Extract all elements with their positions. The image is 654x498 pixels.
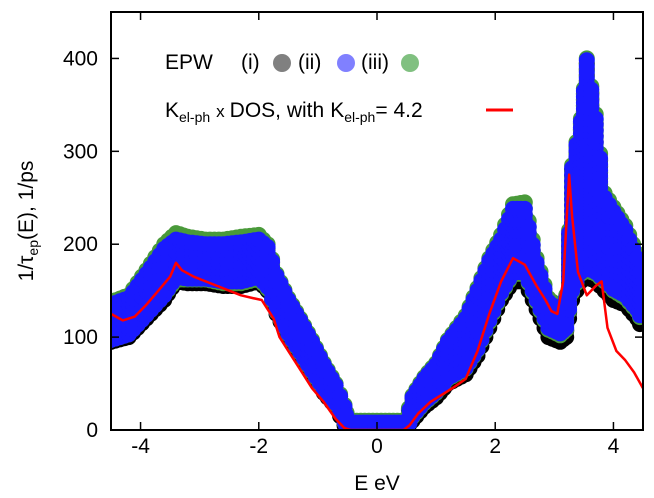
legend-k2-subscript: el-ph [344, 109, 375, 125]
legend-dos-text: DOS, with [230, 99, 325, 122]
scatter-point [532, 267, 549, 284]
scatter-point [524, 236, 541, 253]
scatter-point [592, 150, 609, 167]
legend-k2-symbol: K [330, 99, 344, 122]
x-tick-label: 4 [608, 435, 620, 458]
x-axis-title: E eV [354, 472, 400, 495]
x-tick-label: -2 [249, 435, 268, 458]
legend: EPW (i) (ii) (iii) Kel-ph x DOS, with Kel-p… [165, 51, 513, 125]
legend-times: x [216, 102, 225, 121]
ticks-layer: -4 -2 0 2 4 0 100 200 300 400 [63, 12, 643, 458]
y-tick-label: 100 [63, 326, 98, 349]
data-layer [111, 50, 643, 430]
legend-item-iii-dot [401, 54, 419, 72]
scatter-point [632, 264, 643, 281]
legend-k-subscript: el-ph [179, 109, 210, 125]
plot-frame [110, 11, 644, 431]
legend-item-iii-label: (iii) [361, 51, 389, 74]
x-tick-label: 2 [489, 435, 501, 458]
y-axis-title: 1/τep(E), 1/ps [15, 161, 41, 282]
y-tick-label: 300 [63, 140, 98, 163]
scatter-point [259, 239, 276, 255]
scatter-point [264, 253, 281, 270]
legend-item-i-label: (i) [241, 51, 260, 74]
scatter-point [520, 218, 537, 235]
scatter-point [516, 200, 533, 217]
scatter-point [587, 110, 604, 127]
scatter-point [528, 254, 545, 271]
x-tick-label: -4 [131, 435, 150, 458]
scatter-point [578, 52, 595, 69]
y-axis-title-rest: (E), 1/ps [15, 161, 38, 240]
y-tick-label: 400 [63, 47, 98, 70]
legend-k-symbol: K [165, 99, 179, 122]
series-line-3 [111, 173, 643, 430]
legend-model-label: Kel-ph x DOS, with Kel-ph= 4.2 [165, 99, 423, 125]
x-tick-label: 0 [371, 435, 383, 458]
y-tick-label: 200 [63, 233, 98, 256]
legend-epw-label: EPW [165, 51, 213, 74]
legend-k-value: = 4.2 [375, 99, 422, 122]
y-axis-title-main: 1/τ [15, 255, 38, 282]
legend-item-ii-dot [337, 54, 355, 72]
y-axis-title-sub: ep [25, 240, 41, 256]
legend-item-i-dot [273, 54, 291, 72]
y-tick-label: 0 [86, 419, 98, 442]
legend-item-ii-label: (ii) [298, 51, 321, 74]
scatter-point [583, 81, 600, 98]
scatter-point [629, 250, 643, 267]
